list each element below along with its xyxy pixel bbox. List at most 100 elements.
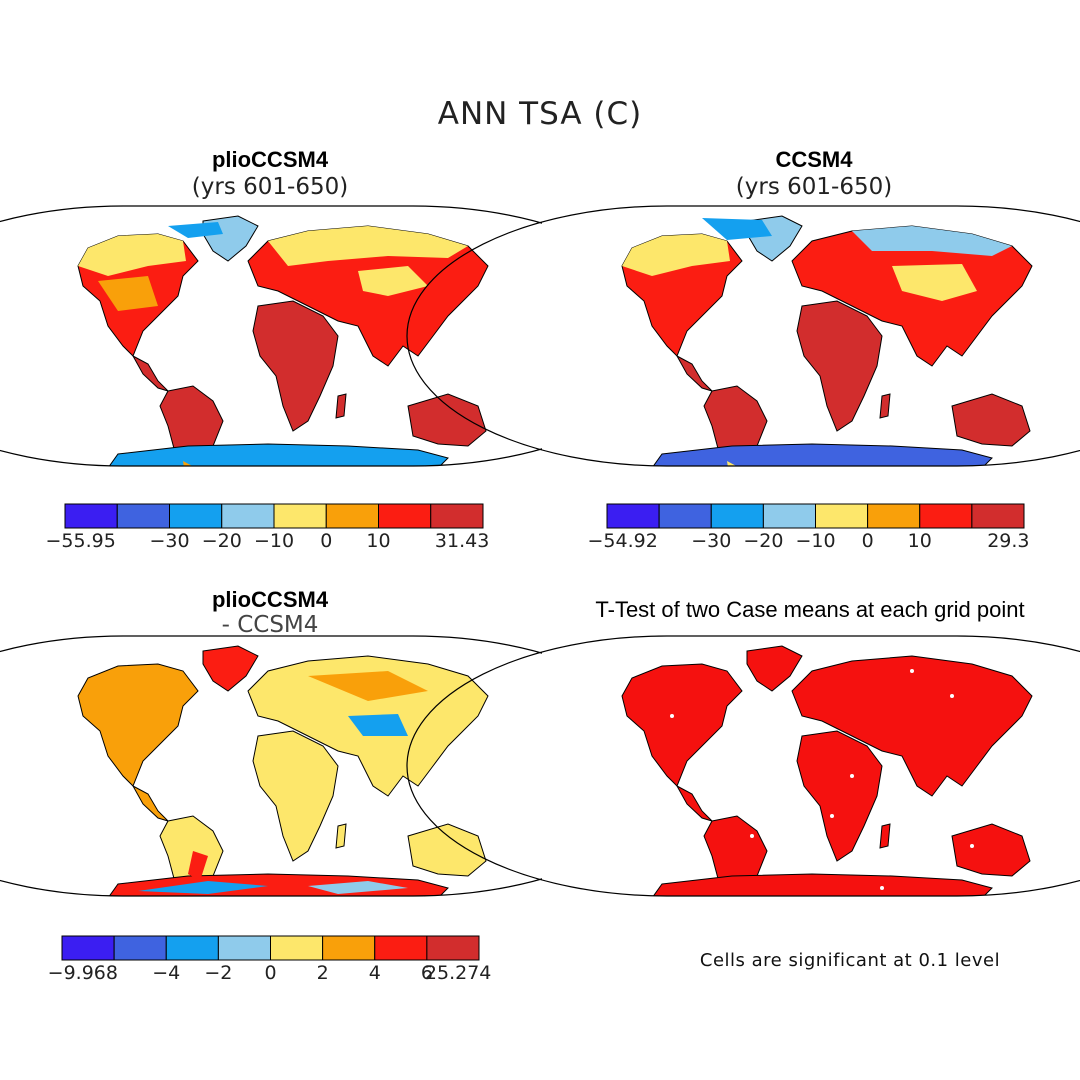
field-patch (348, 714, 408, 736)
colorbar-segment (815, 503, 869, 529)
land-sa (703, 385, 768, 466)
field-patch (358, 266, 428, 296)
land-australia (951, 393, 1031, 447)
colorbar-tick-label: −30 (691, 530, 731, 552)
land-sa (703, 815, 768, 896)
field-patch (702, 218, 772, 240)
colorbar-tick-label: 0 (320, 530, 332, 552)
nonsignificant-cell (970, 844, 974, 848)
colorbar-segment (430, 503, 484, 529)
map-border (406, 635, 1080, 897)
colorbar-tick-label: −55.95 (46, 530, 116, 552)
nonsignificant-cell (910, 669, 914, 673)
land-madagascar (879, 823, 891, 849)
colorbar-tick-label: −54.92 (587, 530, 657, 552)
colorbar-segment (426, 935, 480, 961)
land-eurasia (791, 655, 1033, 797)
colorbar-tick-label: −30 (149, 530, 189, 552)
colorbar-tick-label: 25.274 (425, 962, 491, 984)
field-patch (622, 234, 730, 276)
colorbar-tick-label: −10 (795, 530, 835, 552)
land-madagascar (335, 823, 347, 849)
colorbar-segment (116, 503, 170, 529)
field-patch (268, 226, 468, 266)
map-plio (0, 205, 674, 467)
colorbar-segment (606, 503, 660, 529)
field-patch (308, 881, 408, 894)
field-patch (892, 264, 977, 301)
panel-title-ccsm4: CCSM4 (775, 147, 853, 172)
nonsignificant-cell (750, 834, 754, 838)
map-content-plio (0, 206, 538, 466)
panel-title-diff: plioCCSM4 (211, 587, 329, 612)
field-patch (852, 226, 1012, 256)
colorbar-segment (378, 503, 432, 529)
land-na (77, 663, 199, 787)
colorbar-segment (169, 503, 223, 529)
field-patch (168, 222, 223, 238)
colorbar-tick-label: −9.968 (48, 962, 118, 984)
colorbar-tick-label: −10 (254, 530, 294, 552)
colorbar-segment (64, 503, 118, 529)
colorbar-segment (113, 935, 167, 961)
land-australia (407, 393, 487, 447)
colorbar-tick-label: 0 (862, 530, 874, 552)
map-ccsm4 (406, 205, 1080, 467)
colorbar-segment (919, 503, 973, 529)
field-patch (98, 276, 158, 311)
colorbar-ccsm4: −54.92 −30 −20 −10 0 10 29.3 (587, 503, 1030, 552)
land-na (621, 663, 743, 787)
map-diff (0, 635, 674, 897)
colorbar-tick-label: 10 (908, 530, 932, 552)
map-content-ccsm4 (542, 206, 1080, 466)
colorbar-tick-label: 29.3 (987, 530, 1029, 552)
colorbar-segment (867, 503, 921, 529)
land-africa (252, 300, 339, 432)
field-patch (78, 234, 186, 276)
colorbar-tick-label: 0 (264, 962, 276, 984)
field-patch (188, 851, 208, 881)
land-africa (796, 730, 883, 862)
nonsignificant-cell (850, 774, 854, 778)
colorbar-segment (322, 935, 376, 961)
colorbar-diff: −9.968 −4 −2 0 2 4 625.274 (48, 935, 491, 984)
colorbar-segment (325, 503, 379, 529)
land-greenland (202, 645, 259, 692)
land-australia (951, 823, 1031, 877)
colorbar-segment (217, 935, 271, 961)
panel-subtitle-diff: - CCSM4 (221, 612, 319, 638)
map-content-diff (0, 636, 538, 896)
panel-title-ttest: T-Test of two Case means at each grid po… (595, 597, 1025, 622)
colorbar-plio: −55.95 −30 −20 −10 0 10 31.43 (46, 503, 489, 552)
land-madagascar (335, 393, 347, 419)
panel-subtitle-plio: (yrs 601-650) (191, 174, 349, 200)
land-sa (159, 385, 224, 466)
field-patch (138, 881, 268, 894)
colorbar-segment (762, 503, 816, 529)
map-content-ttest (542, 636, 1080, 896)
colorbar-tick-label: 4 (369, 962, 381, 984)
colorbar-segment (710, 503, 764, 529)
map-border (406, 205, 1080, 467)
colorbar-segment (165, 935, 219, 961)
colorbar-segment (658, 503, 712, 529)
colorbar-segment (273, 503, 327, 529)
nonsignificant-cell (880, 886, 884, 890)
colorbar-segment (221, 503, 275, 529)
colorbar-tick-label: 2 (317, 962, 329, 984)
land-antarctica (651, 443, 993, 466)
nonsignificant-cell (830, 814, 834, 818)
colorbar-tick-label: 31.43 (435, 530, 489, 552)
colorbar-segment (270, 935, 324, 961)
colorbar-segment (61, 935, 115, 961)
field-patch (88, 674, 158, 696)
colorbar-tick-label: −20 (743, 530, 783, 552)
land-madagascar (879, 393, 891, 419)
land-africa (796, 300, 883, 432)
colorbar-tick-label: −20 (202, 530, 242, 552)
map-ttest (406, 635, 1080, 897)
land-antarctica (107, 443, 449, 466)
nonsignificant-cell (950, 694, 954, 698)
colorbar-tick-label: 10 (366, 530, 390, 552)
